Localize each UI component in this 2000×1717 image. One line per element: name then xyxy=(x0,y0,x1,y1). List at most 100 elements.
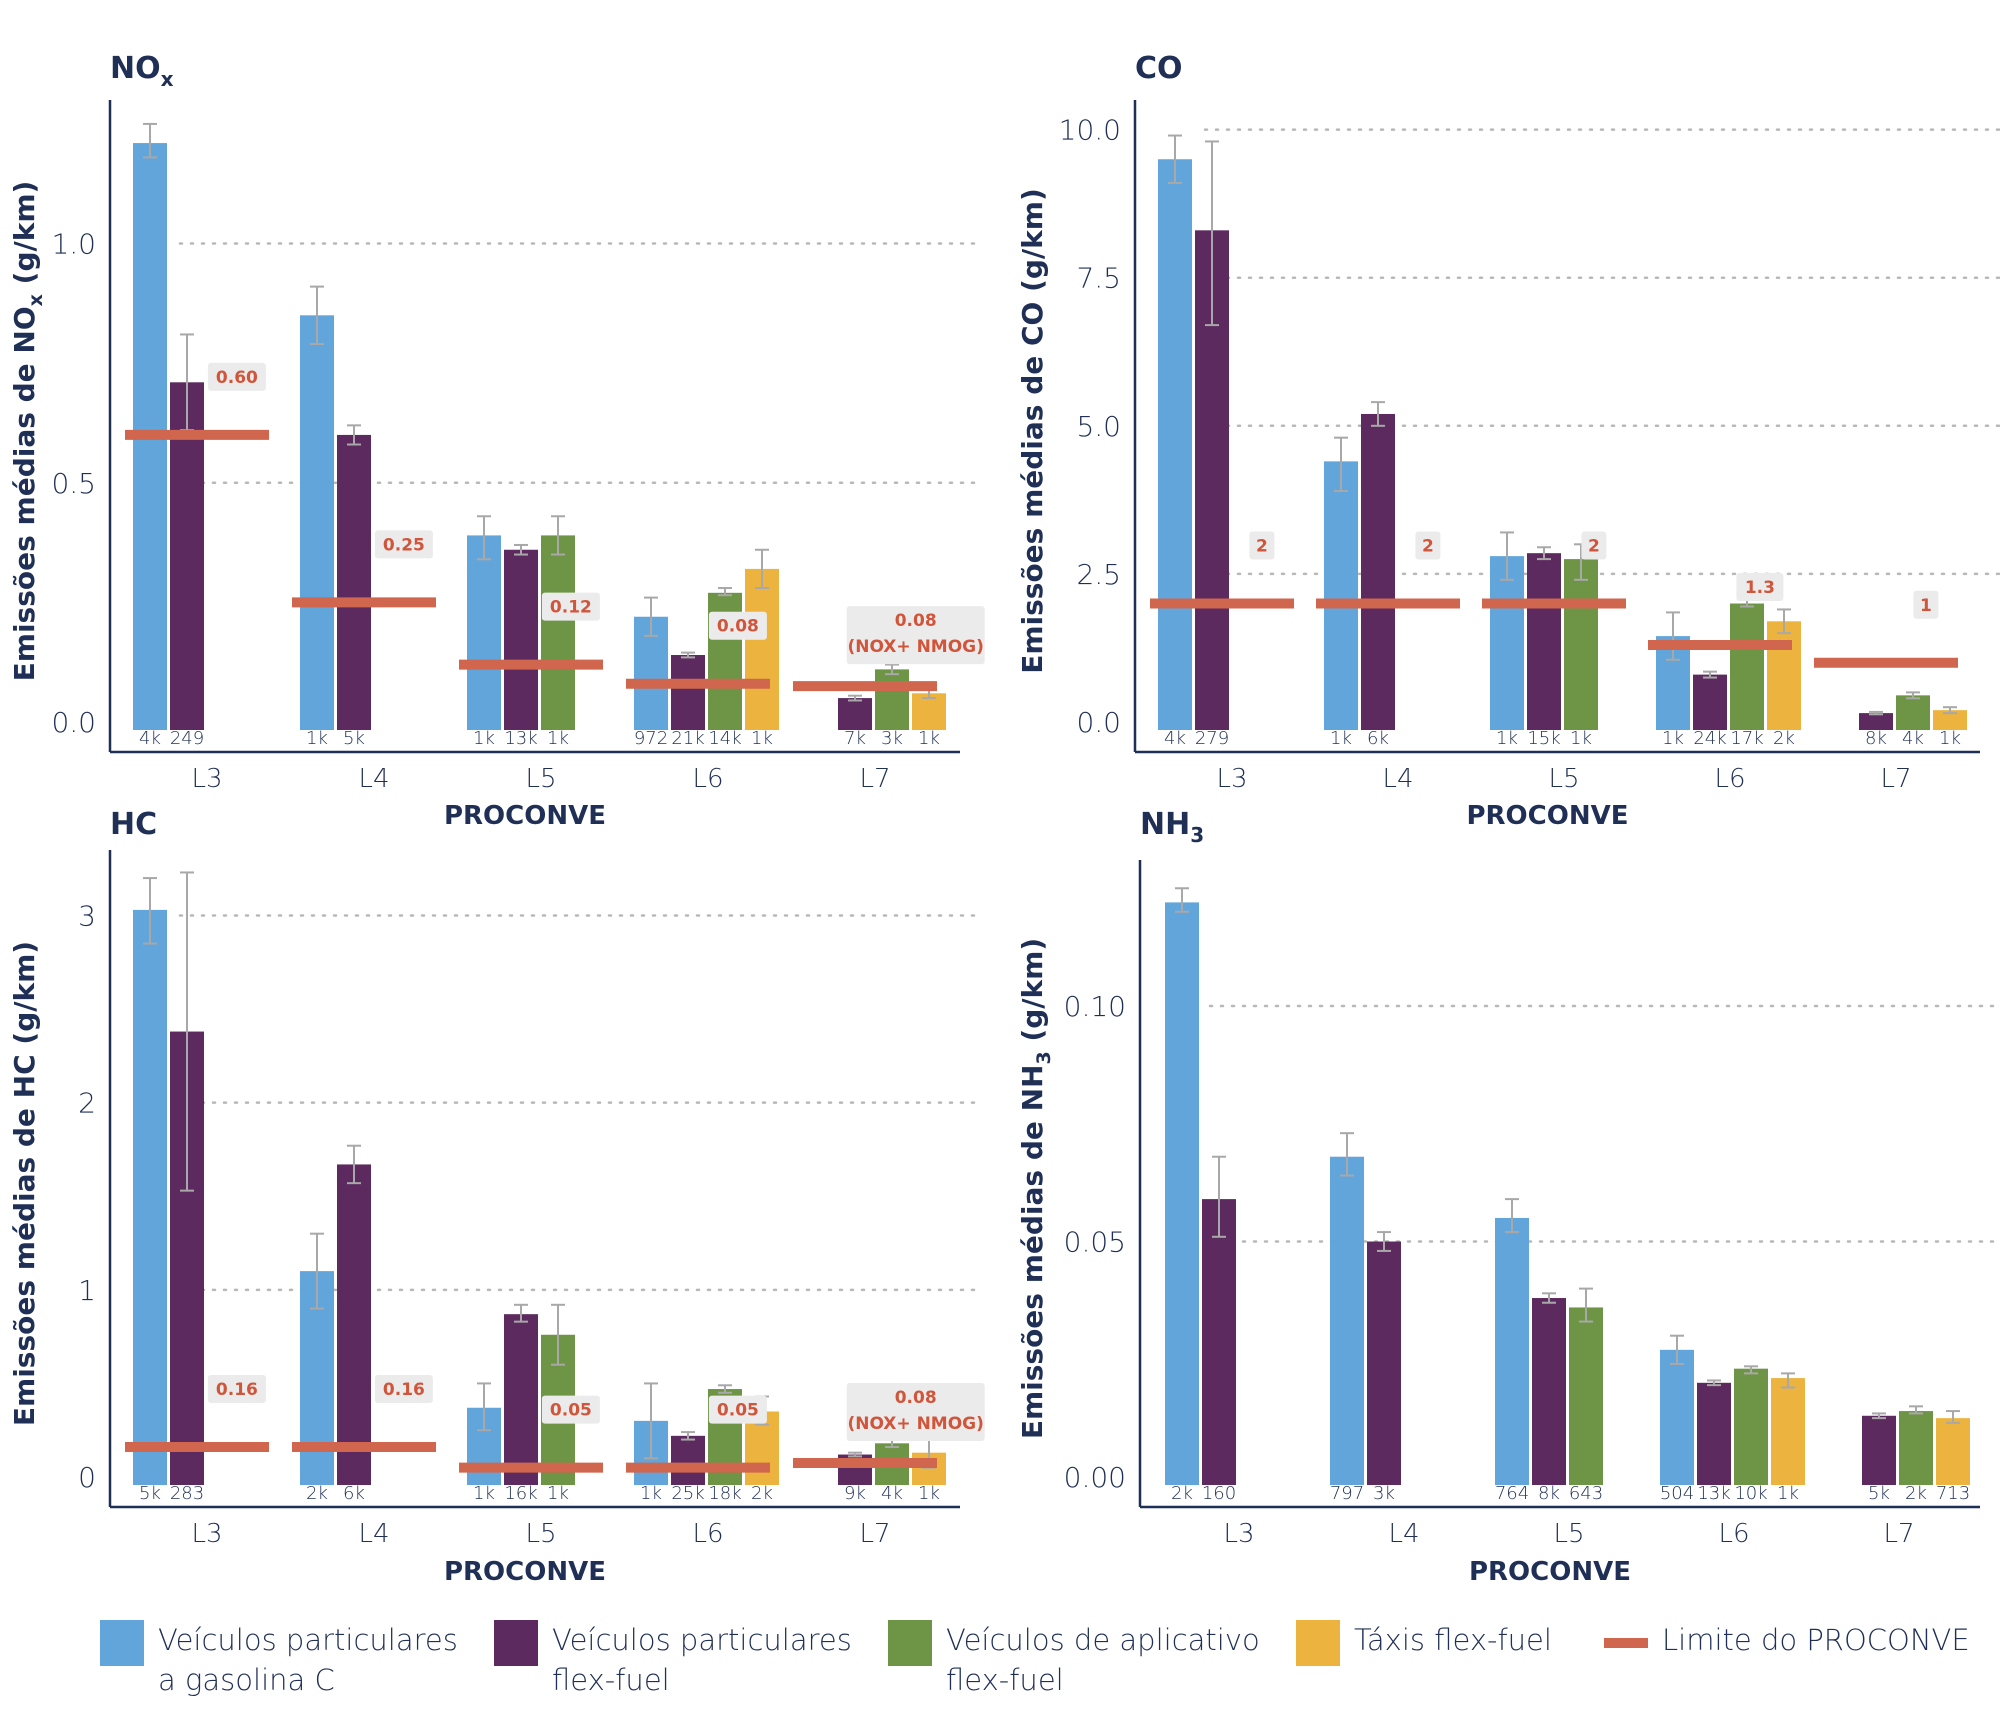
y-axis-label-unit: (g/km) xyxy=(8,181,41,294)
sample-count-label: 1k xyxy=(547,1483,569,1504)
sample-count-label: 6k xyxy=(1367,728,1389,749)
category-label: L3 xyxy=(191,764,222,794)
category-label: L3 xyxy=(1223,1519,1254,1549)
bar-group-L4: 1k 5k 0.25 L4 xyxy=(292,285,436,794)
chart-title: CO xyxy=(1135,51,1183,86)
limit-label: 1.3 xyxy=(1745,578,1775,598)
limit-label: 0.08 xyxy=(895,611,937,631)
sample-count-label: 797 xyxy=(1330,1483,1364,1504)
bar-flex xyxy=(1693,674,1727,730)
limit-label-box xyxy=(541,592,600,621)
category-label: L4 xyxy=(1382,764,1413,794)
sample-count-label: 160 xyxy=(1202,1483,1236,1504)
bar-flex xyxy=(504,1314,538,1485)
legend-item-aplicativo: Veículos de aplicativo flex-fuel xyxy=(888,1620,1260,1700)
bar-gasolina xyxy=(133,909,167,1485)
legend-swatch-gasolina xyxy=(100,1620,144,1666)
limit-label: 0.05 xyxy=(717,1401,759,1421)
y-axis-label-main: Emissões médias de NH xyxy=(1016,1065,1049,1440)
chart-title-main: HC xyxy=(110,807,157,842)
bar-aplicativo xyxy=(875,669,909,730)
sample-count-label: 5k xyxy=(1868,1483,1890,1504)
bar-taxi xyxy=(1771,1378,1805,1485)
chart-hc: HC 0 1 2 3 Emissões médias de HC (g/km) PROCON… xyxy=(8,807,985,1587)
bar-flex xyxy=(1527,553,1561,730)
bar-aplicativo xyxy=(1569,1307,1603,1485)
sample-count-label: 9k xyxy=(844,1483,866,1504)
sample-count-label: 1k xyxy=(473,728,495,749)
sample-count-label: 4k xyxy=(1164,728,1186,749)
category-label: L5 xyxy=(1553,1519,1584,1549)
limit-label-box xyxy=(846,1382,985,1441)
y-tick-label: 1.0 xyxy=(51,228,96,261)
y-tick-label: 7.5 xyxy=(1076,262,1121,295)
legend-label-gasolina-line1: Veículos particulares xyxy=(158,1623,458,1657)
limit-label: 2 xyxy=(1256,537,1268,557)
legend-item-gasolina: Veículos particulares a gasolina C xyxy=(100,1620,458,1700)
sample-count-label: 21k xyxy=(671,728,704,749)
bar-taxi xyxy=(1933,710,1967,730)
bar-group-L5: 1k 15k 1k 2 L5 xyxy=(1482,531,1626,794)
y-axis-label-main: Emissões médias de NO xyxy=(8,306,41,681)
sample-count-label: 2k xyxy=(1773,728,1795,749)
sample-count-label: 3k xyxy=(881,728,903,749)
bar-taxi xyxy=(745,568,779,730)
sample-count-label: 1k xyxy=(1662,728,1684,749)
sample-count-label: 2k xyxy=(1905,1483,1927,1504)
bar-aplicativo xyxy=(1730,603,1764,730)
bar-group-L3: 4k 279 2 L3 xyxy=(1150,134,1294,794)
sample-count-label: 4k xyxy=(1902,728,1924,749)
bar-flex xyxy=(337,434,371,730)
legend: Veículos particulares a gasolina C Veícu… xyxy=(0,1600,2000,1717)
y-axis-label: Emissões médias de HC (g/km) xyxy=(8,941,41,1426)
sample-count-label: 3k xyxy=(1373,1483,1395,1504)
y-tick-label: 0.5 xyxy=(51,467,96,500)
category-label: L6 xyxy=(692,1519,723,1549)
limit-label: 0.16 xyxy=(216,1380,258,1400)
limit-label-box xyxy=(207,362,266,391)
bar-flex xyxy=(671,655,705,730)
bar-group-L7: 8k 4k 1k 1 L7 xyxy=(1814,590,1967,794)
chart-title-sub: x xyxy=(161,67,174,91)
limit-label-box xyxy=(374,1375,433,1404)
bar-group-L3: 2k 160 L3 xyxy=(1165,887,1255,1549)
y-axis-label: Emissões médias de NH3 (g/km) xyxy=(1016,938,1055,1439)
sample-count-label: 972 xyxy=(634,728,668,749)
bar-group-L4: 797 3k L4 xyxy=(1330,1132,1420,1549)
limit-label-box xyxy=(1415,531,1441,560)
bar-gasolina xyxy=(1165,902,1199,1485)
y-tick-label: 2.5 xyxy=(1076,558,1121,591)
bar-group-L6: 1k 25k 18k 2k 0.05 L6 xyxy=(626,1382,779,1549)
y-tick-label: 0 xyxy=(78,1461,96,1494)
bar-group-L5: 764 8k 643 L5 xyxy=(1495,1198,1603,1549)
limit-label-box xyxy=(541,1395,600,1424)
y-tick-label: 2 xyxy=(78,1087,96,1120)
y-axis-label: Emissões médias de NOx (g/km) xyxy=(8,181,47,682)
legend-swatch-aplicativo xyxy=(888,1620,932,1666)
bar-flex xyxy=(1862,1415,1896,1485)
bar-flex xyxy=(1532,1298,1566,1485)
category-label: L6 xyxy=(1718,1519,1749,1549)
bar-group-L7: 5k 2k 713 L7 xyxy=(1862,1405,1970,1549)
sample-count-label: 2k xyxy=(1171,1483,1193,1504)
limit-label-box xyxy=(374,530,433,559)
limit-label-box xyxy=(1736,572,1784,601)
limit-label: 0.08 xyxy=(717,617,759,637)
sample-count-label: 17k xyxy=(1730,728,1763,749)
y-axis-label: Emissões médias de CO (g/km) xyxy=(1016,188,1049,674)
bar-group-L4: 2k 6k 0.16 L4 xyxy=(292,1144,436,1549)
limit-label: 0.25 xyxy=(383,535,425,555)
limit-label: (NOX+ NMOG) xyxy=(847,637,983,657)
y-axis-label-unit: (g/km) xyxy=(1016,938,1049,1051)
sample-count-label: 4k xyxy=(139,728,161,749)
chart-title: HC xyxy=(110,807,157,842)
bar-group-L7: 7k 3k 1k 0.08 (NOX+ NMOG) L7 xyxy=(793,606,985,794)
sample-count-label: 18k xyxy=(708,1483,741,1504)
bar-flex xyxy=(1859,713,1893,730)
legend-label-gasolina-line2: a gasolina C xyxy=(158,1663,335,1697)
sample-count-label: 16k xyxy=(504,1483,537,1504)
bar-gasolina xyxy=(1490,556,1524,730)
bar-flex xyxy=(170,382,204,730)
legend-label-aplicativo-line1: Veículos de aplicativo xyxy=(946,1623,1260,1657)
limit-label: 2 xyxy=(1422,537,1434,557)
